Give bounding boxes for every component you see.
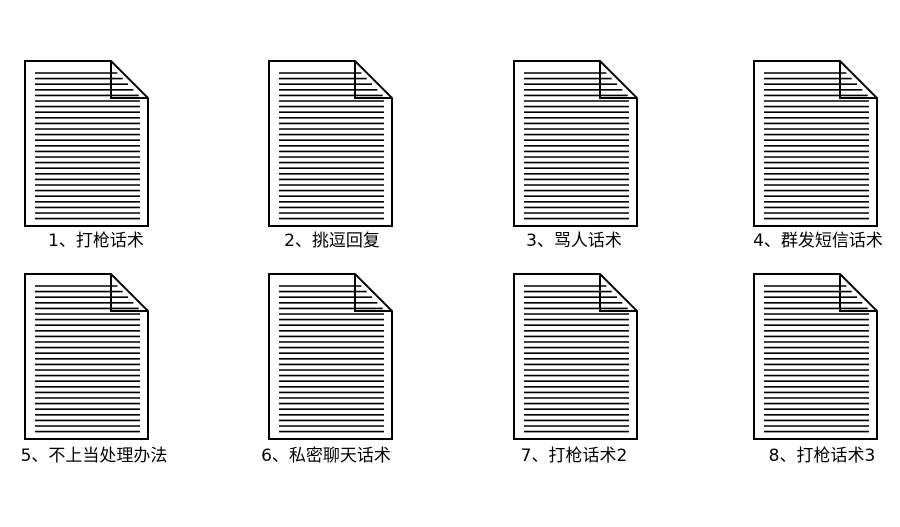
file-label: 2、挑逗回复 <box>284 231 380 251</box>
file-item[interactable]: 6、私密聊天话术 <box>236 271 416 486</box>
file-label: 8、打枪话术3 <box>768 446 876 466</box>
document-icon <box>513 273 638 440</box>
file-label: 6、私密聊天话术 <box>261 446 391 466</box>
file-item[interactable]: 1、打枪话术 <box>6 58 186 273</box>
file-label: 5、不上当处理办法 <box>20 446 168 466</box>
file-item[interactable]: 4、群发短信话术 <box>728 58 900 273</box>
document-icon <box>268 273 393 440</box>
file-item[interactable]: 7、打枪话术2 <box>484 271 664 486</box>
document-icon <box>24 60 149 227</box>
file-label: 4、群发短信话术 <box>753 231 883 251</box>
file-item[interactable]: 8、打枪话术3 <box>732 271 900 486</box>
file-item[interactable]: 5、不上当处理办法 <box>4 271 184 486</box>
file-label: 7、打枪话术2 <box>520 446 628 466</box>
file-item[interactable]: 3、骂人话术 <box>484 58 664 273</box>
document-icon <box>753 273 878 440</box>
file-item[interactable]: 2、挑逗回复 <box>242 58 422 273</box>
file-label: 1、打枪话术 <box>48 231 144 251</box>
document-icon <box>753 60 878 227</box>
document-icon <box>24 273 149 440</box>
document-icon <box>513 60 638 227</box>
file-label: 3、骂人话术 <box>526 231 622 251</box>
document-icon <box>268 60 393 227</box>
